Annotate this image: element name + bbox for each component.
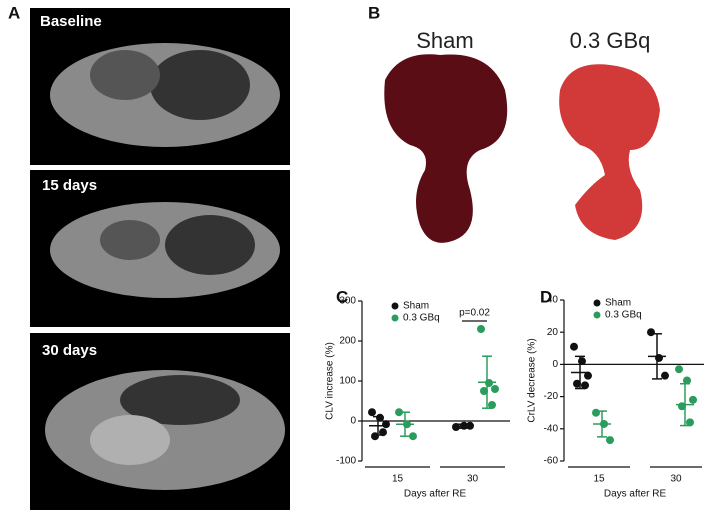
data-point [570, 342, 578, 351]
panel-label: A [8, 3, 20, 22]
data-point [683, 376, 691, 385]
annotation: p=0.02 [459, 308, 490, 319]
legend-marker [593, 299, 601, 307]
y-tick-label: 20 [547, 327, 559, 338]
y-axis-label: CrLV decrease (%) [527, 338, 538, 422]
data-point [379, 428, 387, 437]
ct-caption: Baseline [40, 13, 102, 30]
data-point [578, 357, 586, 366]
data-point [488, 401, 496, 409]
data-point [584, 371, 592, 380]
data-point [675, 365, 683, 374]
liver-photos [384, 54, 660, 243]
data-point [491, 385, 499, 393]
y-tick-label: 100 [339, 376, 356, 387]
data-point [371, 432, 379, 441]
ct-images [30, 8, 290, 510]
photo-label: Sham [416, 28, 473, 53]
legend-label: Sham [605, 298, 631, 309]
legend-label: 0.3 GBq [403, 313, 440, 324]
data-point [686, 418, 694, 427]
data-point [485, 379, 493, 387]
panel-label: B [368, 3, 380, 22]
panel-label: D [540, 287, 552, 306]
data-point [655, 353, 663, 362]
y-axis-label: CLV increase (%) [325, 342, 336, 420]
data-point [382, 420, 390, 429]
y-tick-label: 0 [552, 359, 558, 370]
data-point [606, 436, 614, 445]
x-tick-label: 15 [593, 474, 605, 485]
legend-label: 0.3 GBq [605, 310, 642, 321]
data-point [592, 408, 600, 417]
data-point [376, 413, 384, 422]
data-point [647, 328, 655, 337]
legend-label: Sham [403, 301, 429, 312]
legend-marker [593, 311, 601, 319]
ct-caption: 15 days [42, 177, 97, 194]
panel-label: C [336, 287, 348, 306]
data-point [689, 395, 697, 404]
data-point [409, 432, 417, 441]
data-point [581, 381, 589, 390]
y-tick-label: -40 [544, 423, 559, 434]
x-tick-label: 30 [467, 474, 479, 485]
photo-label: 0.3 GBq [570, 28, 651, 53]
data-point [573, 379, 581, 388]
y-tick-label: 300 [339, 296, 356, 307]
y-tick-label: -60 [544, 456, 559, 467]
data-point [452, 423, 460, 431]
x-axis-label: Days after RE [604, 489, 667, 500]
y-tick-label: 40 [547, 295, 559, 306]
y-tick-label: -20 [544, 391, 559, 402]
data-point [395, 408, 403, 417]
y-tick-label: 0 [350, 416, 356, 427]
x-axis-label: Days after RE [404, 489, 467, 500]
y-tick-label: -100 [336, 456, 356, 467]
data-point [661, 371, 669, 380]
data-point [477, 325, 485, 333]
data-point [368, 408, 376, 417]
ct-caption: 30 days [42, 342, 97, 359]
legend-marker [391, 302, 399, 310]
x-tick-label: 15 [392, 474, 404, 485]
legend-marker [391, 314, 399, 322]
y-tick-label: 200 [339, 336, 356, 347]
x-tick-label: 30 [670, 474, 682, 485]
data-point [480, 387, 488, 395]
